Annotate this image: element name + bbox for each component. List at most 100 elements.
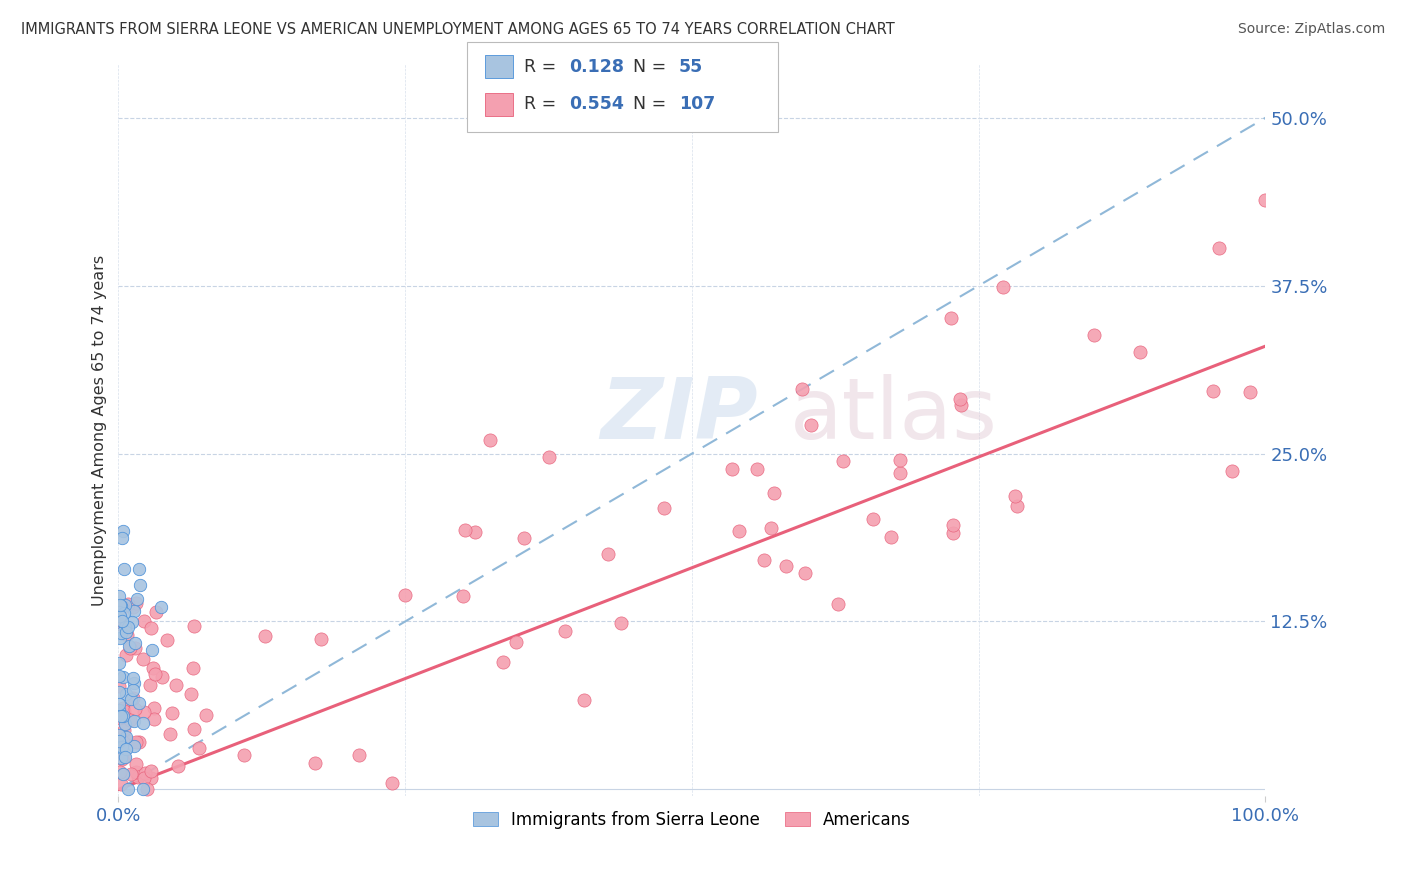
Point bbox=[115, 687, 138, 701]
Point bbox=[150, 670, 173, 684]
Point bbox=[139, 678, 162, 692]
Point bbox=[132, 705, 155, 719]
Point bbox=[131, 716, 153, 731]
Point bbox=[145, 605, 167, 619]
Point bbox=[537, 450, 560, 464]
Point bbox=[112, 524, 135, 538]
Point bbox=[114, 741, 136, 756]
Point bbox=[761, 521, 783, 535]
Point bbox=[142, 661, 165, 675]
Point bbox=[121, 615, 143, 630]
Point bbox=[112, 749, 135, 764]
Point bbox=[752, 552, 775, 566]
Text: IMMIGRANTS FROM SIERRA LEONE VS AMERICAN UNEMPLOYMENT AMONG AGES 65 TO 74 YEARS : IMMIGRANTS FROM SIERRA LEONE VS AMERICAN… bbox=[21, 22, 894, 37]
Point bbox=[554, 624, 576, 638]
Point bbox=[120, 640, 142, 655]
Point bbox=[1004, 489, 1026, 503]
Point bbox=[112, 562, 135, 576]
Point bbox=[132, 771, 155, 785]
Point bbox=[114, 750, 136, 764]
Point bbox=[110, 708, 132, 723]
Point bbox=[654, 501, 676, 516]
Point bbox=[942, 525, 965, 540]
Point bbox=[117, 782, 139, 797]
Point bbox=[181, 661, 204, 675]
Point bbox=[139, 771, 162, 785]
Point bbox=[183, 722, 205, 736]
Point bbox=[1239, 384, 1261, 399]
Point bbox=[492, 655, 515, 669]
Point bbox=[108, 605, 131, 619]
Point bbox=[165, 677, 187, 691]
Point bbox=[114, 648, 136, 662]
Point bbox=[121, 691, 143, 706]
Point bbox=[889, 466, 911, 480]
Point bbox=[108, 608, 131, 623]
Point bbox=[124, 640, 146, 655]
Text: 0.554: 0.554 bbox=[569, 95, 624, 113]
Point bbox=[131, 782, 153, 797]
Point bbox=[831, 454, 853, 468]
Point bbox=[122, 682, 145, 697]
Point bbox=[122, 714, 145, 728]
Point bbox=[110, 739, 132, 754]
Point bbox=[949, 398, 972, 412]
Point bbox=[112, 709, 135, 723]
Point bbox=[108, 616, 131, 631]
Point bbox=[232, 748, 254, 763]
Text: N =: N = bbox=[633, 95, 672, 113]
Point bbox=[110, 777, 132, 791]
Point bbox=[139, 621, 162, 635]
Point bbox=[800, 417, 823, 432]
Point bbox=[464, 524, 486, 539]
Point bbox=[125, 757, 148, 772]
Point bbox=[156, 632, 179, 647]
Point bbox=[889, 453, 911, 467]
Point bbox=[122, 676, 145, 690]
Point bbox=[128, 735, 150, 749]
Point bbox=[1220, 463, 1243, 477]
Point bbox=[721, 461, 744, 475]
Point bbox=[112, 734, 135, 748]
Point bbox=[120, 767, 142, 781]
Point bbox=[117, 620, 139, 634]
Point bbox=[107, 668, 129, 682]
Point bbox=[949, 392, 972, 406]
Point bbox=[114, 625, 136, 640]
Point bbox=[132, 615, 155, 629]
Text: 107: 107 bbox=[679, 95, 716, 113]
Point bbox=[112, 705, 135, 719]
Point bbox=[572, 692, 595, 706]
Point bbox=[112, 767, 135, 781]
Point bbox=[122, 599, 145, 614]
Point bbox=[125, 735, 148, 749]
Point bbox=[111, 614, 134, 628]
Point bbox=[135, 782, 157, 797]
Point bbox=[110, 599, 132, 613]
Point bbox=[108, 728, 131, 742]
Point bbox=[827, 597, 849, 611]
Point bbox=[115, 627, 138, 641]
Text: 55: 55 bbox=[679, 58, 703, 76]
Point bbox=[1129, 345, 1152, 359]
Point bbox=[108, 680, 131, 694]
Point bbox=[141, 643, 163, 657]
Point bbox=[124, 765, 146, 780]
Point bbox=[790, 382, 813, 396]
Point bbox=[110, 751, 132, 765]
Point bbox=[134, 766, 156, 780]
Point bbox=[166, 759, 188, 773]
Point bbox=[162, 706, 184, 720]
Point bbox=[124, 604, 146, 618]
Point bbox=[112, 700, 135, 714]
Point bbox=[596, 547, 619, 561]
Point bbox=[127, 770, 149, 784]
Point bbox=[1083, 327, 1105, 342]
Point bbox=[124, 636, 146, 650]
Point bbox=[143, 667, 166, 681]
Text: R =: R = bbox=[524, 95, 562, 113]
Point bbox=[505, 635, 527, 649]
Point bbox=[108, 733, 131, 747]
Point bbox=[112, 599, 135, 614]
Point bbox=[125, 596, 148, 610]
